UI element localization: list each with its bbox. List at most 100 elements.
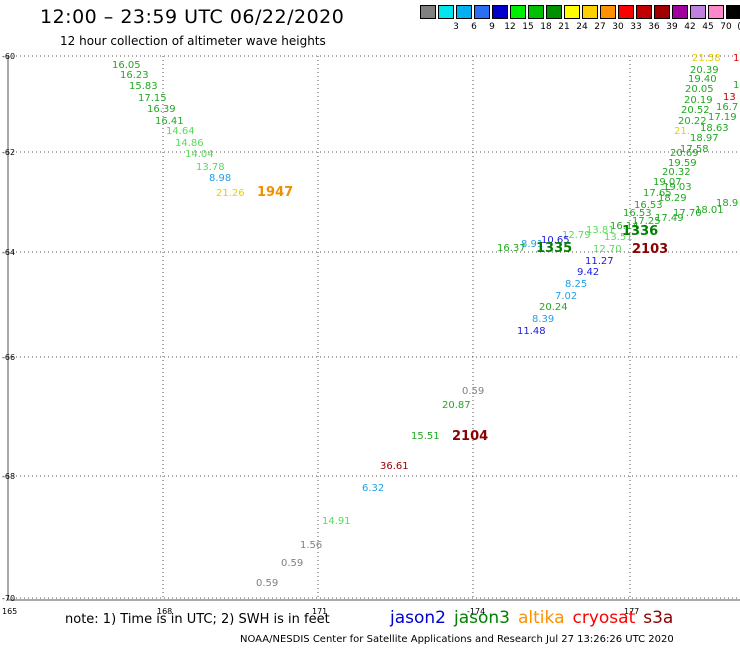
wave-height-value: 13.81 (586, 225, 615, 236)
wave-height-value: 8.91 (521, 239, 543, 250)
wave-height-value: 15.83 (129, 81, 158, 92)
legend-label: 42 (684, 22, 696, 32)
legend-swatch (726, 5, 740, 19)
legend-label: 27 (594, 22, 606, 32)
legend-swatch (618, 5, 634, 19)
wave-height-value: 1.56 (300, 540, 322, 551)
axis-tick-label: -60 (2, 52, 15, 61)
legend-label: (ft) (734, 22, 740, 32)
wave-height-value: 18.63 (700, 123, 729, 134)
pass-time-label: 1336 (622, 224, 658, 239)
legend-label: 33 (630, 22, 642, 32)
wave-height-value: 7.02 (555, 291, 577, 302)
wave-height-value: 18.29 (658, 193, 687, 204)
wave-height-value: 20.52 (681, 105, 710, 116)
wave-height-readings: 16.0516.2315.8317.1516.3916.4114.6414.86… (112, 53, 739, 589)
legend-label: 24 (576, 22, 588, 32)
legend-swatch (582, 5, 598, 19)
axis-tick-label: 171 (312, 607, 327, 616)
legend-swatch (546, 5, 562, 19)
wave-height-value: 20.24 (539, 302, 568, 313)
legend-label: 9 (489, 22, 495, 32)
wave-height-value: 16.53 (634, 200, 663, 211)
mission-jason3: jason3 (454, 608, 510, 628)
axis-tick-label: 168 (157, 607, 172, 616)
wave-height-value: 21. (674, 126, 690, 137)
wave-height-value: 17.49 (655, 213, 684, 224)
wave-height-value: 1 (733, 53, 739, 64)
wave-height-value: 14.86 (175, 138, 204, 149)
wave-height-value: 14.91 (322, 516, 351, 527)
wave-height-value: 14.04 (185, 149, 214, 160)
wave-height-value: 16.14 (610, 221, 639, 232)
legend-label: 36 (648, 22, 660, 32)
legend-label: 21 (558, 22, 570, 32)
wave-height-value: 20.05 (685, 84, 714, 95)
axis-tick-label: -70 (2, 594, 15, 603)
wave-height-value: 19.59 (668, 158, 697, 169)
wave-height-value: 21.26 (216, 188, 245, 199)
credit-line: NOAA/NESDIS Center for Satellite Applica… (240, 634, 674, 645)
axis-tick-label: -62 (2, 148, 15, 157)
wave-height-value: 19.03 (663, 182, 692, 193)
axis-tick-label: -64 (2, 248, 15, 257)
mission-jason2: jason2 (390, 608, 446, 628)
mission-cryosat: cryosat (572, 608, 636, 628)
wave-height-value: 20.87 (442, 400, 471, 411)
legend-label: 39 (666, 22, 678, 32)
legend-swatch (456, 5, 472, 19)
wave-height-value: 17.19 (708, 112, 737, 123)
wave-height-value: 12.79 (562, 230, 591, 241)
axis-tick-label: -68 (2, 472, 15, 481)
wave-height-value: 16.53 (623, 208, 652, 219)
legend-swatch (672, 5, 688, 19)
legend-swatch (654, 5, 670, 19)
units-note: note: 1) Time is in UTC; 2) SWH is in fe… (65, 612, 330, 627)
wave-height-value: 21.58 (692, 53, 721, 64)
legend-label: 12 (504, 22, 516, 32)
legend-swatch (420, 5, 436, 19)
wave-height-value: 10.65 (541, 235, 570, 246)
pass-time-labels: 1947 1336 1335 2103 2104 (257, 185, 668, 444)
mission-altika: altika (518, 608, 565, 628)
legend-swatch (600, 5, 616, 19)
axis-tick-label: 177 (624, 607, 639, 616)
map-title: 12:00 – 23:59 UTC 06/22/2020 (40, 6, 345, 28)
wave-height-value: 14.64 (166, 126, 195, 137)
legend-swatch (492, 5, 508, 19)
wave-height-value: 12.70 (593, 244, 622, 255)
mission-legend: jason2 jason3 altika cryosat s3a (390, 608, 681, 628)
wave-height-value: 36.61 (380, 461, 409, 472)
legend-label: 45 (702, 22, 714, 32)
wave-height-value: 20.19 (684, 95, 713, 106)
pass-time-label: 2104 (452, 429, 488, 444)
wave-height-value: 8.39 (532, 314, 554, 325)
wave-height-value: 8.25 (565, 279, 587, 290)
legend-label: 30 (612, 22, 624, 32)
axis-tick-label: 165 (2, 607, 17, 616)
wave-height-value: 20.39 (690, 65, 719, 76)
wave-height-value: 0.59 (462, 386, 484, 397)
legend-swatch (564, 5, 580, 19)
wave-height-value: 17.25 (632, 216, 661, 227)
axis-tick-label: -174 (467, 607, 485, 616)
wave-height-value: 20.22 (678, 116, 707, 127)
legend-swatch (636, 5, 652, 19)
wave-height-value: 8.98 (209, 173, 231, 184)
wave-height-value: 18.9 (716, 198, 738, 209)
wave-height-value: 0.59 (256, 578, 278, 589)
pass-time-label: 1947 (257, 185, 293, 200)
wave-height-value: 13 (723, 92, 736, 103)
wave-height-value: 15.51 (411, 431, 440, 442)
wave-height-value: 1 (733, 80, 739, 91)
wave-height-value: 16.41 (155, 116, 184, 127)
wave-height-value: 11.27 (585, 256, 614, 267)
wave-height-value: 19.40 (688, 74, 717, 85)
legend-swatch (708, 5, 724, 19)
wave-height-value: 18.97 (690, 133, 719, 144)
axis-tick-label: -66 (2, 353, 15, 362)
wave-height-value: 19.07 (653, 177, 682, 188)
wave-height-value: 0.59 (281, 558, 303, 569)
wave-height-value: 13.78 (196, 162, 225, 173)
